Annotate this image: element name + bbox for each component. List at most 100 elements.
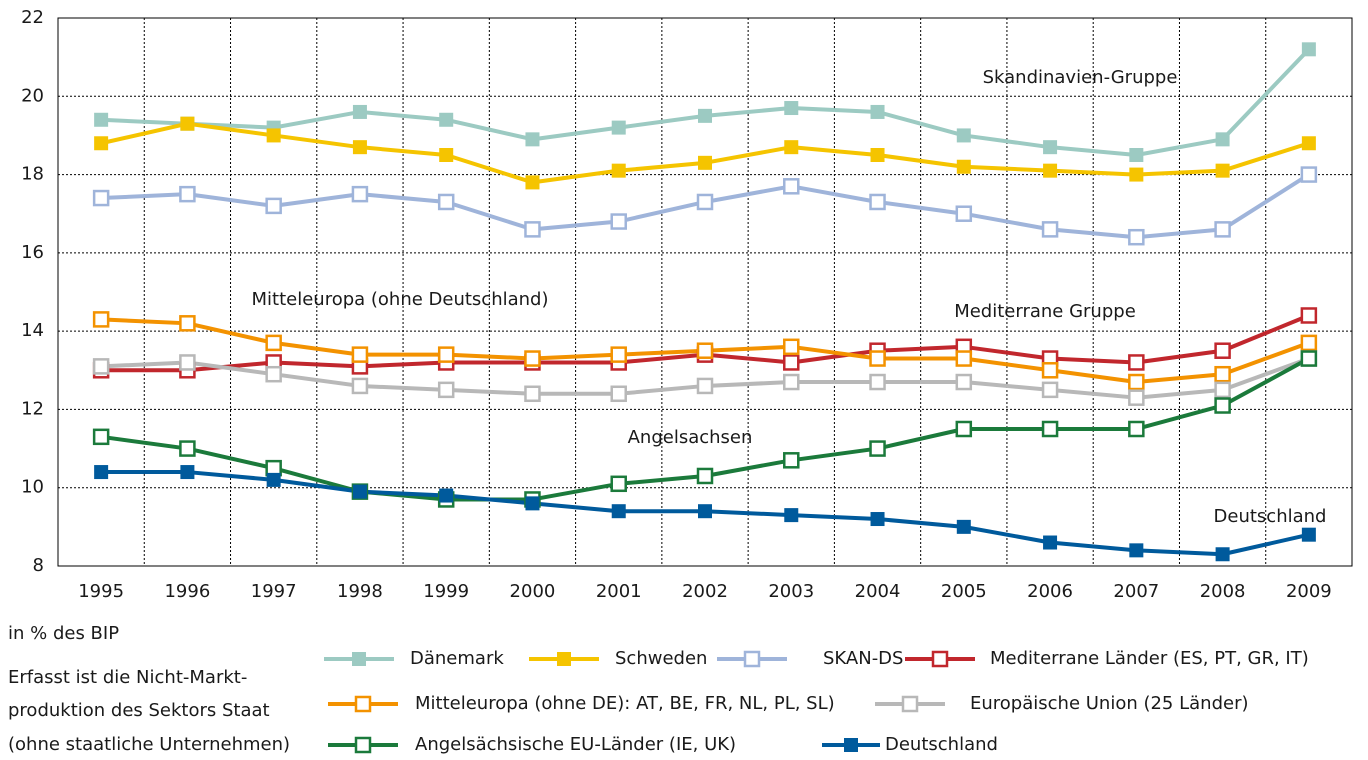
plot-frame <box>57 17 1353 567</box>
data-point <box>1041 381 1059 399</box>
legend-marker <box>354 695 372 713</box>
data-point <box>437 381 455 399</box>
legend-marker <box>743 650 761 668</box>
annotation: Deutschland <box>1214 506 1327 527</box>
data-point <box>525 496 540 511</box>
data-point <box>351 346 369 363</box>
data-point <box>783 452 800 469</box>
data-point <box>1128 373 1145 391</box>
data-point <box>696 342 714 359</box>
data-point <box>1128 389 1145 406</box>
legend-marker <box>352 652 366 666</box>
data-point <box>1041 362 1059 379</box>
data-point <box>352 140 367 155</box>
data-point <box>1129 543 1144 558</box>
data-point <box>784 508 799 523</box>
legend-label: Angelsächsische EU-Länder (IE, UK) <box>415 734 736 755</box>
data-point <box>955 373 973 391</box>
data-point <box>1301 527 1316 542</box>
data-point <box>351 377 369 395</box>
data-point <box>179 185 196 203</box>
x-tick-label: 2003 <box>768 581 814 602</box>
legend-marker <box>844 738 858 752</box>
x-tick-label: 2004 <box>855 581 901 602</box>
annotation: Skandinavien-Gruppe <box>983 67 1178 88</box>
data-point <box>1128 420 1145 438</box>
x-tick-label: 1998 <box>337 581 383 602</box>
data-point <box>870 148 885 162</box>
y-tick-label: 16 <box>21 242 44 263</box>
data-point <box>696 467 714 485</box>
x-tick-label: 2008 <box>1200 581 1246 602</box>
data-point <box>611 504 626 519</box>
data-point <box>352 484 367 499</box>
annotation: Angelsachsen <box>628 427 753 448</box>
data-point <box>698 155 712 170</box>
data-point <box>437 193 455 211</box>
data-point <box>94 136 109 151</box>
x-tick-label: 1996 <box>164 581 210 602</box>
data-point <box>1214 381 1231 399</box>
data-point <box>1214 221 1231 238</box>
legend-label: Mediterrane Länder (ES, PT, GR, IT) <box>990 648 1309 669</box>
data-point <box>610 385 627 403</box>
data-point <box>610 475 627 493</box>
data-point <box>265 365 282 383</box>
data-point <box>266 472 281 487</box>
legend-marker <box>931 650 949 668</box>
unit-note: in % des BIP <box>8 623 119 644</box>
x-tick-label: 2005 <box>941 581 987 602</box>
data-point <box>955 420 973 438</box>
data-point <box>784 101 799 116</box>
x-tick-label: 2000 <box>510 581 556 602</box>
data-point <box>611 163 626 178</box>
data-point <box>869 440 886 457</box>
data-point <box>1300 350 1318 367</box>
y-tick-label: 22 <box>21 7 44 28</box>
data-point <box>94 465 109 480</box>
x-tick-label: 2001 <box>596 581 642 602</box>
data-point <box>524 221 541 238</box>
x-tick-label: 2002 <box>682 581 728 602</box>
data-point <box>1043 140 1058 155</box>
footnote: produktion des Sektors Staat <box>8 700 270 721</box>
x-tick-label: 1999 <box>423 581 469 602</box>
data-point <box>437 346 455 363</box>
legend-label: Schweden <box>615 648 707 669</box>
data-point <box>1300 166 1318 183</box>
data-point <box>439 112 454 127</box>
x-tick-label: 2009 <box>1286 581 1332 602</box>
data-point <box>870 104 885 119</box>
data-point <box>524 385 541 403</box>
data-point <box>611 120 626 135</box>
y-tick-label: 20 <box>21 85 44 106</box>
x-tick-label: 1995 <box>78 581 124 602</box>
x-tick-label: 1997 <box>251 581 297 602</box>
data-point <box>1300 334 1318 352</box>
data-point <box>525 175 540 190</box>
data-point <box>352 104 367 119</box>
data-point <box>956 159 971 174</box>
series-line <box>101 47 1311 157</box>
data-point <box>1128 228 1145 246</box>
data-point <box>698 504 712 519</box>
data-point <box>1214 342 1231 359</box>
data-point <box>1300 307 1318 324</box>
annotation: Mitteleuropa (ohne Deutschland) <box>251 289 548 310</box>
data-point <box>869 373 886 391</box>
data-point <box>1043 163 1058 178</box>
data-point <box>610 346 627 363</box>
data-point <box>610 213 627 230</box>
data-point <box>1215 547 1230 562</box>
data-point <box>955 350 973 367</box>
annotation: Mediterrane Gruppe <box>954 301 1136 322</box>
data-point <box>1301 42 1316 57</box>
data-point <box>1214 397 1231 414</box>
data-point <box>94 112 109 127</box>
data-point <box>92 189 110 207</box>
data-point <box>351 185 369 203</box>
data-point <box>869 193 886 211</box>
data-point <box>1129 148 1144 162</box>
data-point <box>439 148 454 162</box>
data-point <box>92 311 110 328</box>
